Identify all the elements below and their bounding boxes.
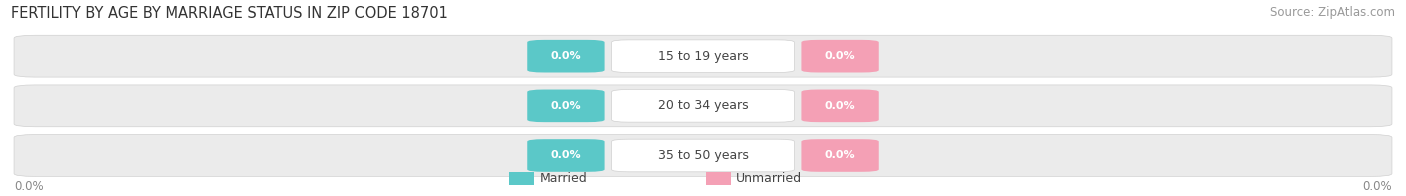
Text: 0.0%: 0.0% (551, 101, 581, 111)
FancyBboxPatch shape (612, 40, 794, 73)
Text: 0.0%: 0.0% (825, 51, 855, 61)
FancyBboxPatch shape (801, 139, 879, 172)
Text: 0.0%: 0.0% (14, 180, 44, 193)
Text: Unmarried: Unmarried (737, 172, 803, 185)
FancyBboxPatch shape (14, 85, 1392, 127)
FancyBboxPatch shape (527, 90, 605, 122)
FancyBboxPatch shape (509, 172, 534, 185)
FancyBboxPatch shape (527, 40, 605, 73)
FancyBboxPatch shape (706, 172, 731, 185)
Text: 0.0%: 0.0% (551, 51, 581, 61)
Text: 0.0%: 0.0% (825, 101, 855, 111)
Text: 0.0%: 0.0% (825, 151, 855, 161)
FancyBboxPatch shape (612, 139, 794, 172)
Text: Source: ZipAtlas.com: Source: ZipAtlas.com (1270, 6, 1395, 19)
FancyBboxPatch shape (527, 139, 605, 172)
Text: 20 to 34 years: 20 to 34 years (658, 99, 748, 112)
FancyBboxPatch shape (801, 40, 879, 73)
FancyBboxPatch shape (801, 90, 879, 122)
Text: Married: Married (540, 172, 588, 185)
Text: FERTILITY BY AGE BY MARRIAGE STATUS IN ZIP CODE 18701: FERTILITY BY AGE BY MARRIAGE STATUS IN Z… (11, 6, 449, 21)
FancyBboxPatch shape (612, 90, 794, 122)
Text: 0.0%: 0.0% (551, 151, 581, 161)
FancyBboxPatch shape (14, 135, 1392, 176)
Text: 15 to 19 years: 15 to 19 years (658, 50, 748, 63)
Text: 0.0%: 0.0% (1362, 180, 1392, 193)
Text: 35 to 50 years: 35 to 50 years (658, 149, 748, 162)
FancyBboxPatch shape (14, 35, 1392, 77)
